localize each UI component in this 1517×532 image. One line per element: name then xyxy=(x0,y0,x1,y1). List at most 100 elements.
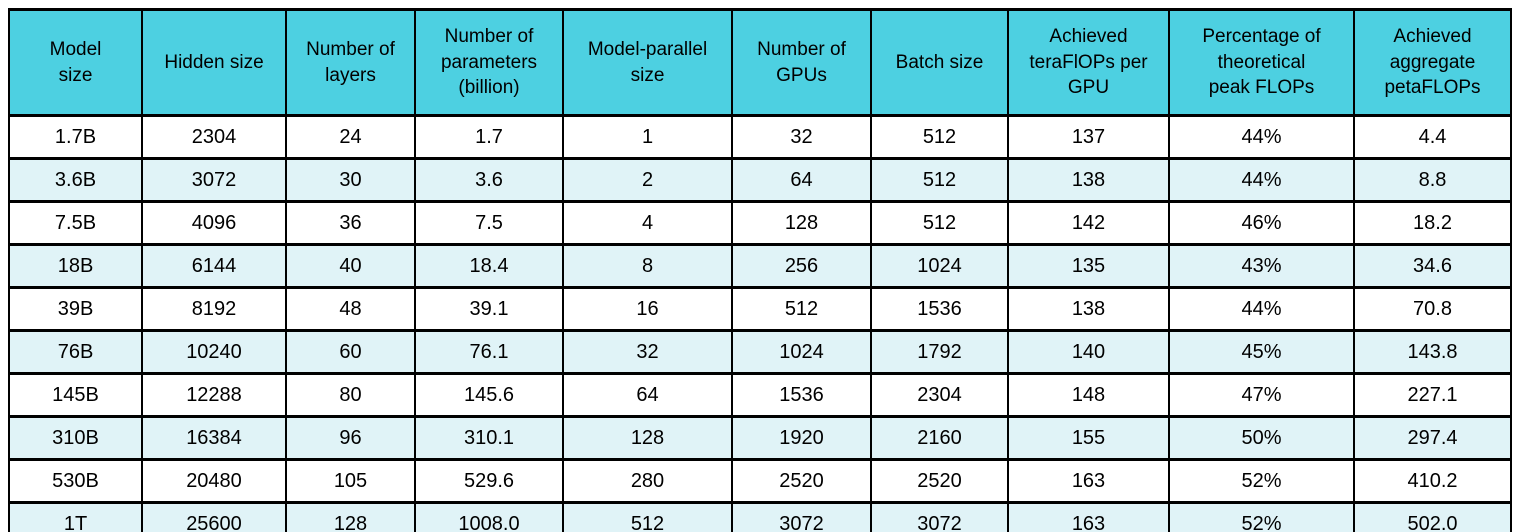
table-cell: 45% xyxy=(1168,329,1355,375)
table-cell: 18.2 xyxy=(1353,200,1512,246)
table-cell: 1 xyxy=(562,114,733,160)
table-cell: 2160 xyxy=(870,415,1009,461)
table-cell: 76B xyxy=(8,329,143,375)
table-cell: 3072 xyxy=(731,501,872,532)
table-cell: 1536 xyxy=(870,286,1009,332)
table-cell: 1.7 xyxy=(414,114,564,160)
table-cell: 1008.0 xyxy=(414,501,564,532)
table-cell: 256 xyxy=(731,243,872,289)
table-cell: 16384 xyxy=(141,415,287,461)
col-header-achieved-aggregate-petaflops: Achieved aggregate petaFLOPs xyxy=(1353,8,1512,117)
table-cell: 4 xyxy=(562,200,733,246)
table-row: 1.7B 2304 24 1.7 1 32 512 137 44% 4.4 xyxy=(8,114,1512,160)
table-cell: 512 xyxy=(870,157,1009,203)
table-cell: 3.6 xyxy=(414,157,564,203)
table-cell: 2520 xyxy=(870,458,1009,504)
table-cell: 140 xyxy=(1007,329,1170,375)
table-cell: 143.8 xyxy=(1353,329,1512,375)
table-cell: 44% xyxy=(1168,114,1355,160)
table-cell: 138 xyxy=(1007,286,1170,332)
col-header-achieved-teraflops-per-gpu: Achieved teraFlOPs per GPU xyxy=(1007,8,1170,117)
table-cell: 1024 xyxy=(870,243,1009,289)
table-row: 18B 6144 40 18.4 8 256 1024 135 43% 34.6 xyxy=(8,243,1512,289)
table-cell: 7.5B xyxy=(8,200,143,246)
table-row: 310B 16384 96 310.1 128 1920 2160 155 50… xyxy=(8,415,1512,461)
table-cell: 2520 xyxy=(731,458,872,504)
table-cell: 46% xyxy=(1168,200,1355,246)
table-row: 76B 10240 60 76.1 32 1024 1792 140 45% 1… xyxy=(8,329,1512,375)
table-cell: 47% xyxy=(1168,372,1355,418)
table-cell: 128 xyxy=(285,501,416,532)
table-cell: 2 xyxy=(562,157,733,203)
col-header-number-of-parameters: Number of parameters (billion) xyxy=(414,8,564,117)
col-header-number-of-layers: Number of layers xyxy=(285,8,416,117)
table-cell: 43% xyxy=(1168,243,1355,289)
table-cell: 40 xyxy=(285,243,416,289)
table-cell: 163 xyxy=(1007,458,1170,504)
table-cell: 512 xyxy=(731,286,872,332)
col-header-batch-size: Batch size xyxy=(870,8,1009,117)
table-cell: 30 xyxy=(285,157,416,203)
table-cell: 3.6B xyxy=(8,157,143,203)
table-cell: 36 xyxy=(285,200,416,246)
table-cell: 4.4 xyxy=(1353,114,1512,160)
table-cell: 227.1 xyxy=(1353,372,1512,418)
table-cell: 44% xyxy=(1168,157,1355,203)
table-cell: 8192 xyxy=(141,286,287,332)
table-row: 3.6B 3072 30 3.6 2 64 512 138 44% 8.8 xyxy=(8,157,1512,203)
table-cell: 64 xyxy=(731,157,872,203)
table-cell: 6144 xyxy=(141,243,287,289)
table-cell: 80 xyxy=(285,372,416,418)
table-cell: 512 xyxy=(562,501,733,532)
table-cell: 12288 xyxy=(141,372,287,418)
col-header-number-of-gpus: Number of GPUs xyxy=(731,8,872,117)
table-cell: 410.2 xyxy=(1353,458,1512,504)
header-row: Model size Hidden size Number of layers … xyxy=(8,8,1512,117)
table-cell: 7.5 xyxy=(414,200,564,246)
table-cell: 8.8 xyxy=(1353,157,1512,203)
table-cell: 529.6 xyxy=(414,458,564,504)
table-cell: 44% xyxy=(1168,286,1355,332)
table-cell: 50% xyxy=(1168,415,1355,461)
table-cell: 1T xyxy=(8,501,143,532)
table-cell: 96 xyxy=(285,415,416,461)
table-cell: 4096 xyxy=(141,200,287,246)
table-cell: 20480 xyxy=(141,458,287,504)
col-header-percentage-theoretical-peak-flops: Percentage of theoretical peak FLOPs xyxy=(1168,8,1355,117)
table-cell: 70.8 xyxy=(1353,286,1512,332)
table-cell: 148 xyxy=(1007,372,1170,418)
col-header-model-parallel-size: Model-parallel size xyxy=(562,8,733,117)
table-cell: 128 xyxy=(562,415,733,461)
table-cell: 52% xyxy=(1168,501,1355,532)
col-header-hidden-size: Hidden size xyxy=(141,8,287,117)
table-cell: 16 xyxy=(562,286,733,332)
table-cell: 18B xyxy=(8,243,143,289)
table-cell: 137 xyxy=(1007,114,1170,160)
table-cell: 138 xyxy=(1007,157,1170,203)
table-cell: 163 xyxy=(1007,501,1170,532)
table-cell: 64 xyxy=(562,372,733,418)
table-cell: 310.1 xyxy=(414,415,564,461)
table-cell: 39B xyxy=(8,286,143,332)
table-cell: 155 xyxy=(1007,415,1170,461)
table-cell: 512 xyxy=(870,114,1009,160)
table-cell: 280 xyxy=(562,458,733,504)
table-cell: 39.1 xyxy=(414,286,564,332)
table-cell: 3072 xyxy=(141,157,287,203)
table-cell: 1024 xyxy=(731,329,872,375)
table-cell: 10240 xyxy=(141,329,287,375)
table-cell: 297.4 xyxy=(1353,415,1512,461)
table-cell: 18.4 xyxy=(414,243,564,289)
table-row: 7.5B 4096 36 7.5 4 128 512 142 46% 18.2 xyxy=(8,200,1512,246)
table-cell: 145.6 xyxy=(414,372,564,418)
table-cell: 1.7B xyxy=(8,114,143,160)
table-row: 145B 12288 80 145.6 64 1536 2304 148 47%… xyxy=(8,372,1512,418)
table-cell: 530B xyxy=(8,458,143,504)
table-cell: 8 xyxy=(562,243,733,289)
table-cell: 135 xyxy=(1007,243,1170,289)
table-cell: 25600 xyxy=(141,501,287,532)
table-cell: 2304 xyxy=(141,114,287,160)
table-cell: 128 xyxy=(731,200,872,246)
table-cell: 1792 xyxy=(870,329,1009,375)
